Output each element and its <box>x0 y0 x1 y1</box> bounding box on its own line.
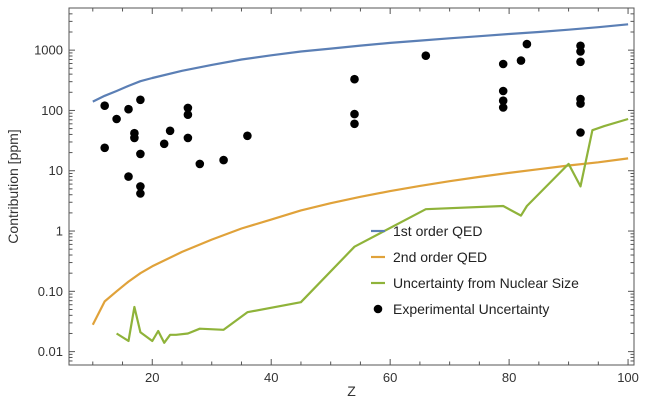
legend-label-0: 1st order QED <box>393 223 482 239</box>
x-tick-label: 80 <box>502 370 516 385</box>
y-tick-label: 1 <box>56 224 63 239</box>
x-tick-label: 20 <box>145 370 159 385</box>
series-3 <box>100 39 585 198</box>
data-point <box>100 101 109 110</box>
legend-swatch-3 <box>373 304 383 314</box>
y-tick-label: 1000 <box>34 43 63 58</box>
legend-label-3: Experimental Uncertainty <box>393 301 549 317</box>
y-tick-label: 0.01 <box>38 344 63 359</box>
legend-label-1: 2nd order QED <box>393 249 487 265</box>
data-point <box>576 99 585 108</box>
series-1 <box>91 157 629 326</box>
data-point <box>195 159 205 169</box>
series-0 <box>92 23 629 103</box>
x-tick-label: 40 <box>264 370 278 385</box>
data-point <box>350 119 359 129</box>
data-point <box>130 128 139 138</box>
x-tick-label: 60 <box>383 370 397 385</box>
series-line <box>91 157 629 326</box>
data-point <box>100 143 109 153</box>
y-axis-title: Contribution [ppm] <box>5 129 21 243</box>
data-point <box>243 131 252 141</box>
x-tick-label: 100 <box>617 370 639 385</box>
data-point <box>522 39 532 49</box>
data-point <box>136 149 145 159</box>
y-tick-label: 0.10 <box>38 284 63 299</box>
data-point <box>498 86 508 96</box>
legend-label-2: Uncertainty from Nuclear Size <box>393 275 579 291</box>
data-point <box>136 95 145 105</box>
data-point <box>498 103 508 112</box>
data-point <box>112 114 121 124</box>
axes: 20 40 60 80 100 0.01 0.10 1 10 100 1000 <box>34 7 639 385</box>
series-2 <box>116 117 629 344</box>
legend: 1st order QED 2nd order QED Uncertainty fr… <box>371 223 579 317</box>
y-tick-label: 10 <box>49 163 63 178</box>
series-line <box>116 117 629 344</box>
plot-area <box>68 7 635 366</box>
x-axis-title: Z <box>347 383 356 399</box>
data-point <box>498 96 508 105</box>
data-point <box>183 110 193 119</box>
data-point <box>350 74 359 84</box>
data-point <box>183 103 193 113</box>
data-point <box>350 109 359 119</box>
data-point <box>136 182 145 191</box>
data-point <box>159 139 169 149</box>
plot-frame <box>68 7 635 366</box>
data-point <box>576 47 585 56</box>
series-layer <box>91 23 629 344</box>
data-point <box>136 189 145 198</box>
series-line <box>92 23 629 103</box>
data-point <box>498 59 508 69</box>
data-point <box>576 128 585 137</box>
data-point <box>165 126 175 136</box>
data-point <box>576 57 585 67</box>
data-point <box>183 133 193 143</box>
data-point <box>421 51 431 60</box>
data-point <box>124 104 133 114</box>
data-point <box>516 56 526 65</box>
y-tick-label: 100 <box>41 103 63 118</box>
data-point <box>124 172 133 181</box>
data-point <box>219 155 228 165</box>
